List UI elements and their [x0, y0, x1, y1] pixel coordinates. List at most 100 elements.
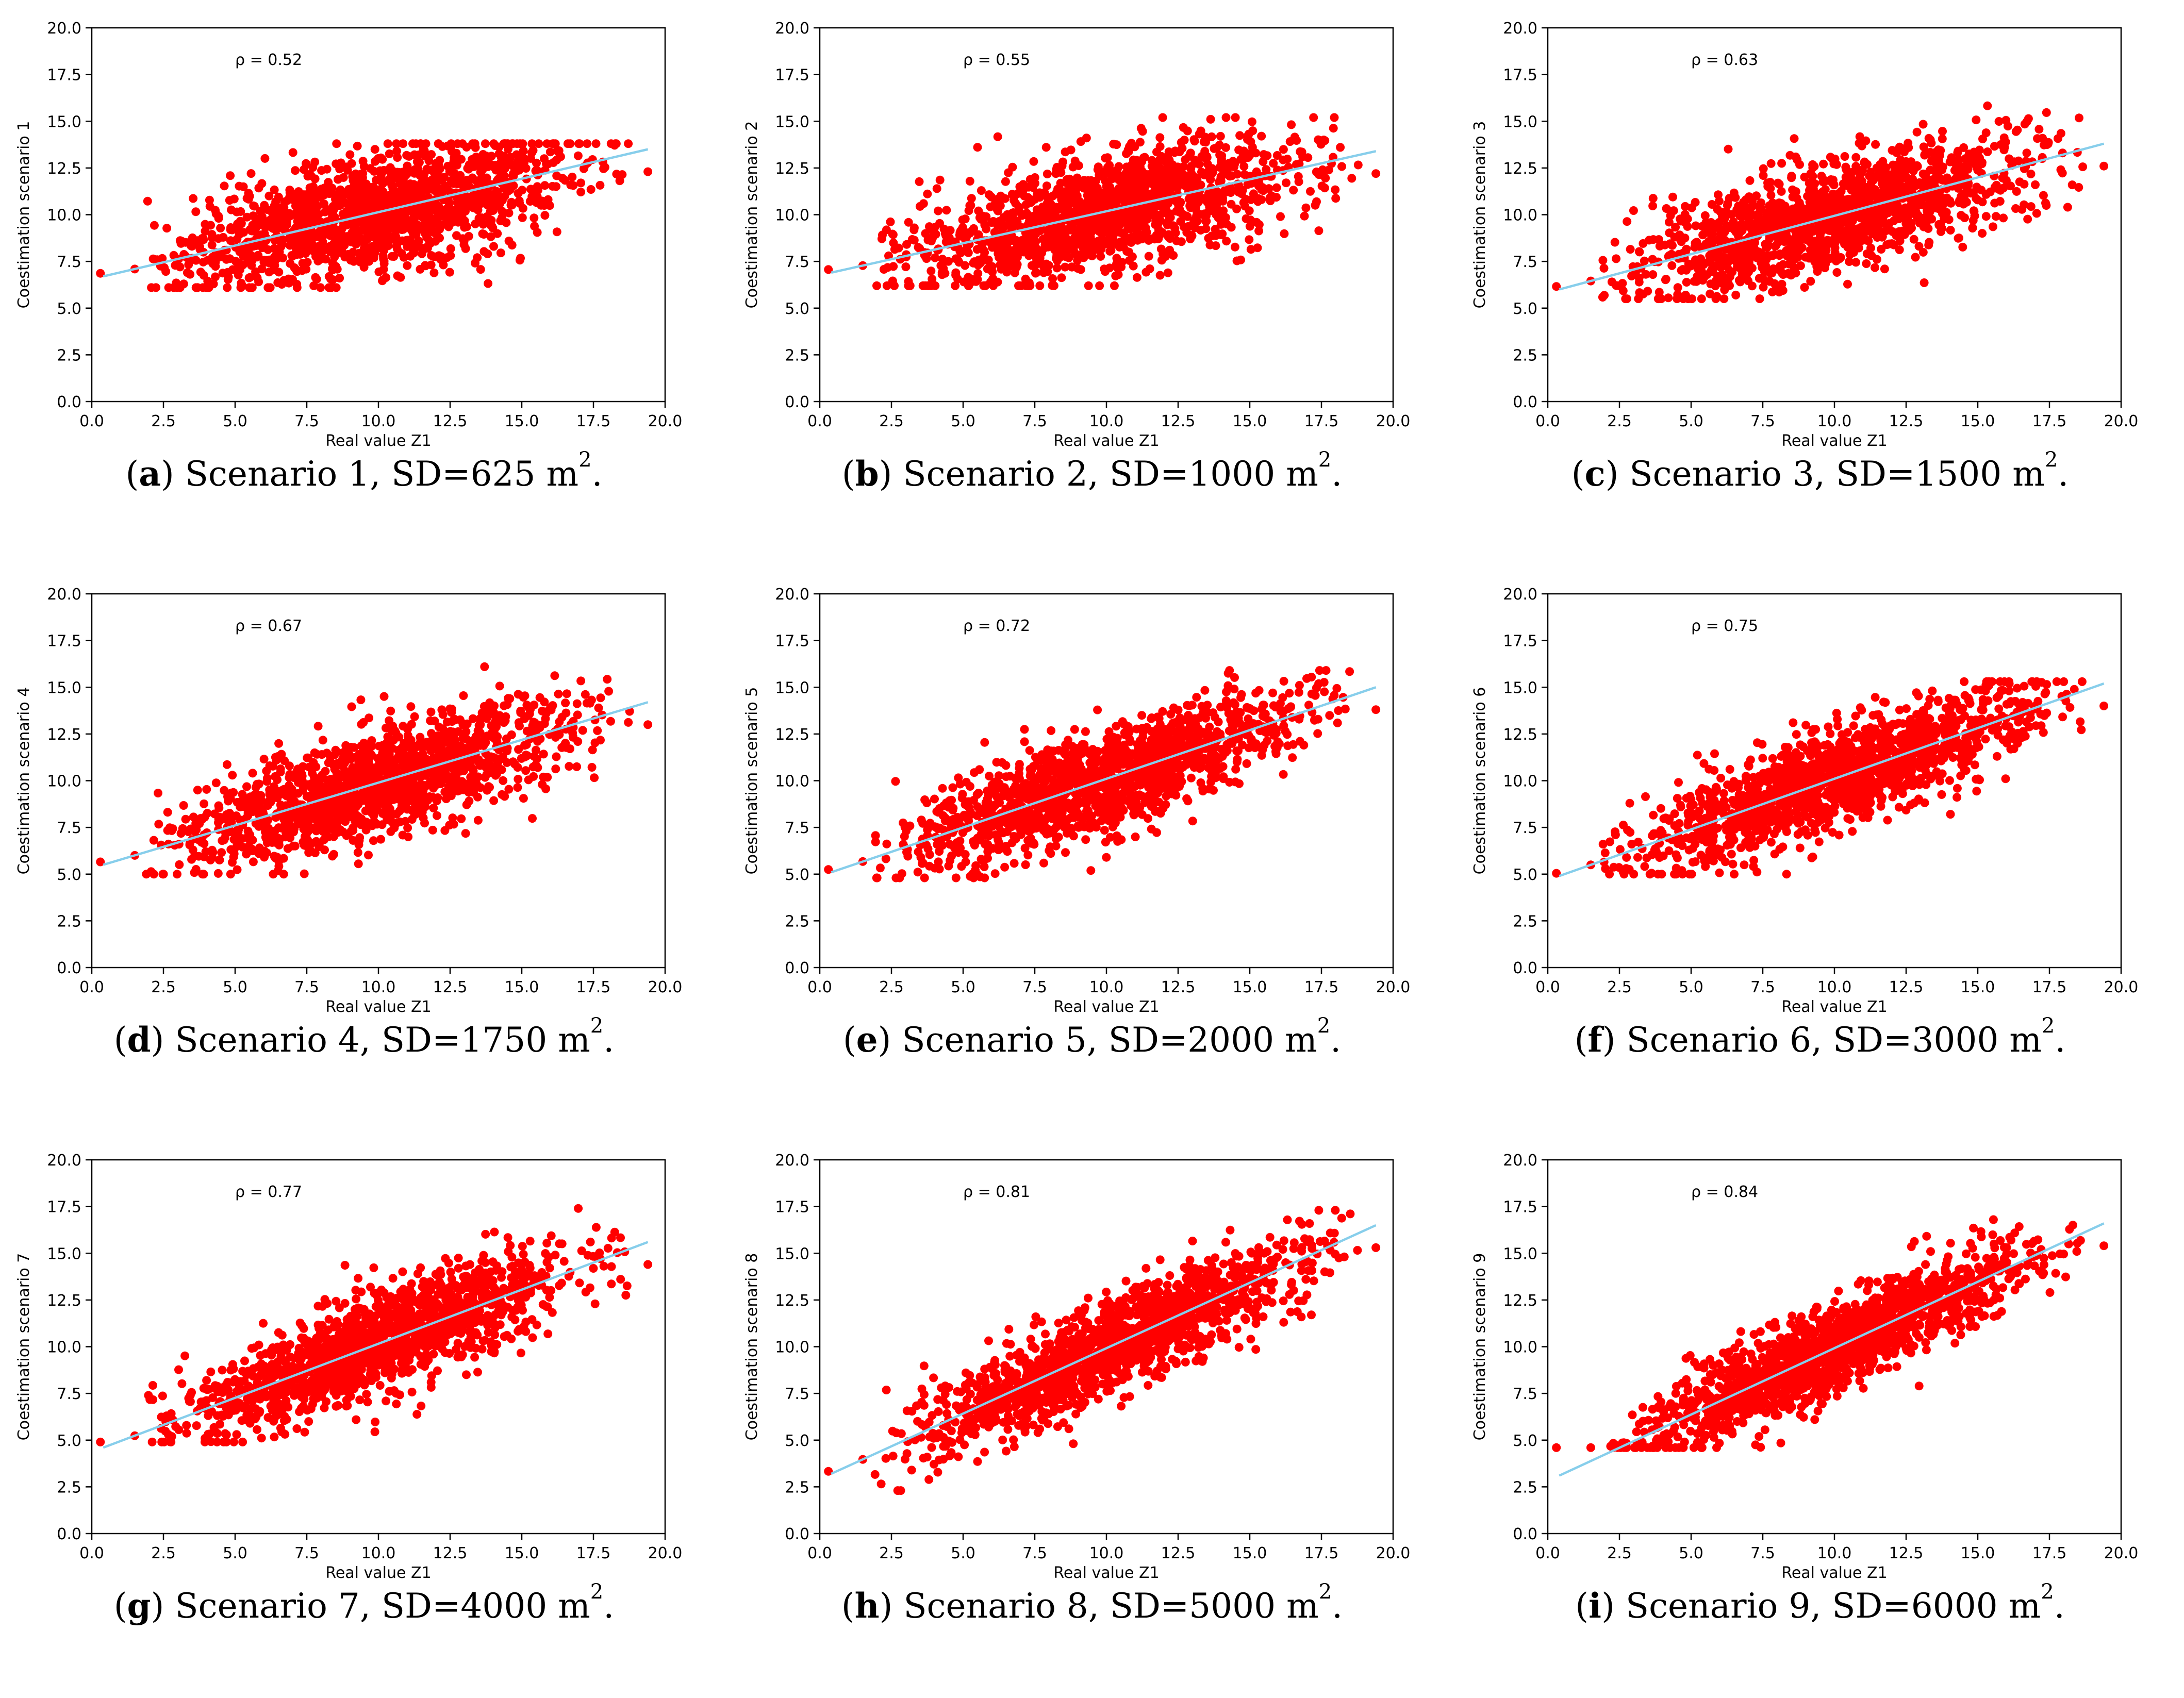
- scatter-point: [1095, 281, 1104, 290]
- scatter-point: [1815, 225, 1824, 234]
- scatter-point: [1843, 177, 1851, 186]
- scatter-point: [1125, 182, 1134, 191]
- scatter-point: [643, 168, 652, 176]
- scatter-point: [1115, 162, 1123, 171]
- scatter-point: [2039, 191, 2048, 200]
- scatter-point: [275, 247, 284, 256]
- scatter-point: [1714, 190, 1723, 199]
- scatter-point: [1222, 237, 1231, 245]
- scatter-point: [1774, 235, 1783, 243]
- scatter-point: [192, 256, 201, 265]
- scatter-point: [1336, 143, 1345, 152]
- scatter-point: [519, 204, 527, 213]
- scatter-point: [914, 243, 923, 252]
- scatter-point: [399, 182, 408, 191]
- scatter-point: [936, 176, 945, 185]
- scatter-point: [599, 164, 608, 173]
- scatter-point: [1347, 174, 1356, 182]
- scatter-point: [193, 786, 202, 794]
- scatter-point: [1159, 113, 1167, 122]
- scatter-point: [1075, 197, 1084, 206]
- scatter-point: [1629, 206, 1638, 215]
- scatter-point: [1810, 179, 1819, 188]
- x-tick-label: 0.0: [1535, 412, 1560, 430]
- scatter-point: [1947, 153, 1956, 162]
- scatter-point: [1176, 198, 1185, 207]
- scatter-point: [1615, 281, 1624, 290]
- scatter-point: [509, 169, 518, 178]
- x-tick-label: 17.5: [576, 412, 611, 430]
- scatter-point: [1733, 225, 1742, 234]
- scatter-point: [235, 182, 243, 191]
- scatter-point: [1331, 194, 1340, 203]
- scatter-point: [443, 162, 452, 171]
- scatter-point: [2074, 183, 2083, 192]
- scatter-point: [162, 224, 171, 232]
- scatter-point: [407, 720, 416, 729]
- scatter-point: [1851, 258, 1860, 267]
- scatter-point: [1217, 155, 1226, 163]
- scatter-point: [1845, 214, 1854, 223]
- scatter-point: [416, 139, 425, 148]
- scatter-point: [562, 689, 571, 698]
- scatter-point: [1166, 234, 1174, 243]
- scatter-point: [1233, 257, 1242, 265]
- scatter-point: [1321, 174, 1330, 182]
- scatter-point: [1656, 242, 1664, 251]
- scatter-point: [1810, 202, 1819, 210]
- scatter-point: [968, 226, 977, 235]
- scatter-point: [1864, 210, 1873, 219]
- scatter-point: [2034, 125, 2043, 134]
- x-tick-label: 15.0: [505, 412, 539, 430]
- scatter-point: [592, 139, 601, 148]
- scatter-point: [1153, 167, 1162, 175]
- scatter-point: [1992, 212, 2000, 221]
- scatter-point: [1727, 268, 1735, 277]
- scatter-point: [396, 273, 405, 282]
- scatter-point: [1141, 268, 1150, 277]
- scatter-point: [1156, 142, 1165, 151]
- scatter-point: [518, 186, 526, 194]
- scatter-point: [1047, 204, 1055, 213]
- scatter-point: [305, 170, 314, 179]
- scatter-point: [152, 283, 160, 292]
- scatter-point: [1314, 226, 1323, 235]
- scatter-point: [188, 242, 196, 251]
- scatter-point: [1954, 234, 1963, 243]
- scatter-point: [1186, 173, 1195, 182]
- scatter-point: [1240, 202, 1249, 210]
- scatter-point: [1681, 291, 1690, 299]
- scatter-point: [1690, 277, 1699, 286]
- scatter-point: [944, 257, 953, 266]
- scatter-point: [1101, 265, 1110, 274]
- scatter-point: [462, 143, 471, 152]
- scatter-point: [1312, 197, 1321, 206]
- scatter-point: [1067, 262, 1076, 271]
- scatter-point: [268, 208, 276, 217]
- scatter-point: [552, 182, 560, 191]
- scatter-point: [1137, 124, 1146, 132]
- scatter-point: [2013, 126, 2022, 135]
- scatter-point: [1053, 185, 1062, 193]
- scatter-point: [1129, 156, 1138, 164]
- scatter-point: [1925, 191, 1933, 200]
- scatter-point: [392, 241, 401, 249]
- scatter-point: [270, 261, 279, 270]
- scatter-point: [264, 268, 273, 276]
- scatter-point: [177, 239, 186, 248]
- scatter-point: [1178, 144, 1186, 153]
- scatter-point: [1033, 205, 1041, 214]
- scatter-point: [1934, 145, 1943, 154]
- scatter-point: [540, 211, 549, 220]
- scatter-point: [575, 139, 584, 148]
- scatter-point: [473, 253, 482, 262]
- scatter-point: [280, 223, 289, 231]
- scatter-point: [946, 226, 955, 235]
- scatter-point: [428, 826, 437, 835]
- scatter-point: [1183, 212, 1192, 221]
- scatter-point: [359, 157, 368, 165]
- scatter-point: [489, 242, 498, 251]
- scatter-point: [1896, 155, 1905, 164]
- y-tick-label: 0.0: [1513, 393, 1537, 411]
